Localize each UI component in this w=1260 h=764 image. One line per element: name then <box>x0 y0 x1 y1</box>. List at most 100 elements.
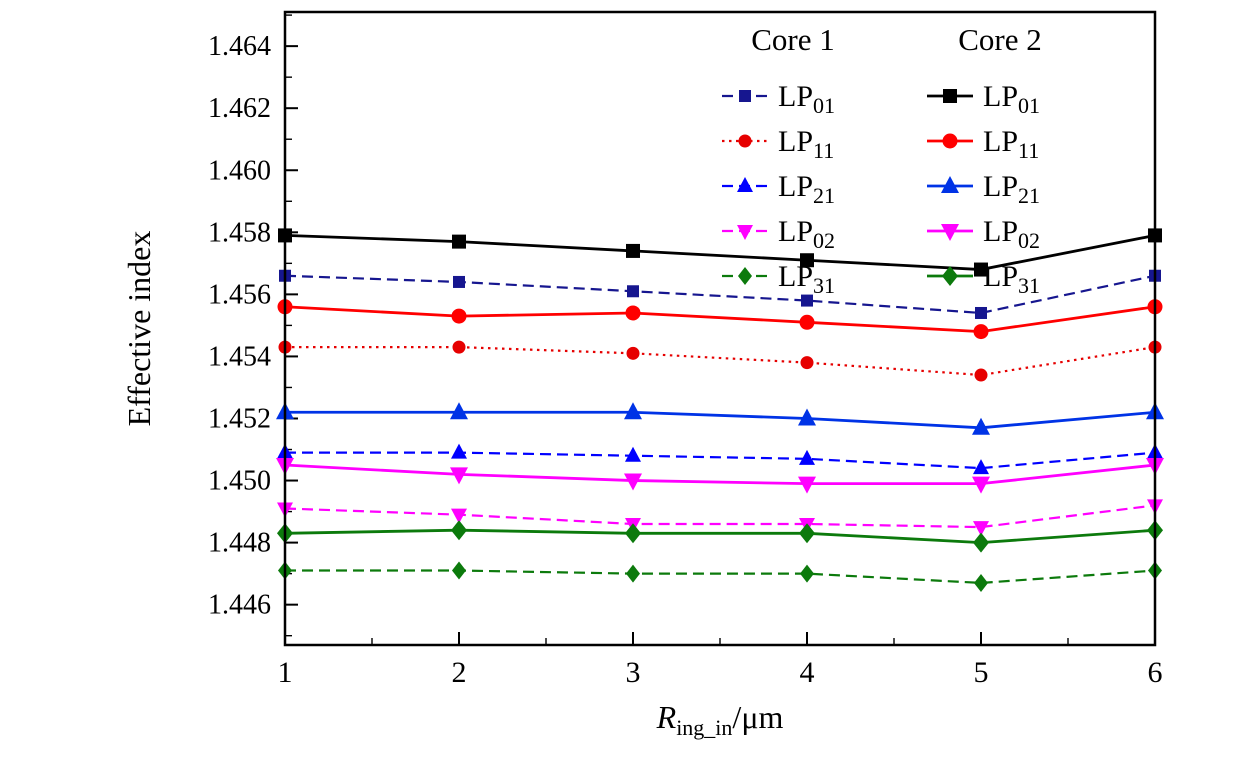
data-point-marker <box>798 408 816 426</box>
data-point-marker <box>625 446 641 462</box>
y-tick-label: 1.450 <box>208 466 271 497</box>
data-point-marker <box>972 476 990 494</box>
series-core2-lp02 <box>276 458 1164 494</box>
x-tick-label: 5 <box>974 656 989 689</box>
data-point-marker <box>942 133 958 149</box>
y-tick-label: 1.446 <box>208 590 271 621</box>
data-point-marker <box>451 308 467 324</box>
y-tick-label: 1.462 <box>208 93 271 124</box>
data-point-marker <box>624 402 642 420</box>
legend-entry: LP21 <box>722 170 835 208</box>
data-point-marker <box>451 508 467 524</box>
data-point-marker <box>941 176 959 193</box>
y-tick-label: 1.458 <box>208 217 271 248</box>
data-point-marker <box>738 267 752 285</box>
x-tick-label: 4 <box>800 656 815 689</box>
data-point-marker <box>975 306 987 319</box>
data-point-marker <box>739 90 751 102</box>
legend-entry: LP31 <box>927 260 1040 298</box>
series-line <box>284 528 1156 545</box>
legend-label: LP01 <box>983 80 1040 118</box>
legend-entry: LP21 <box>927 170 1040 208</box>
series-core2-lp11 <box>277 299 1163 340</box>
data-point-marker <box>737 225 753 240</box>
x-axis-label: Ring_in/μm <box>656 699 784 740</box>
data-point-marker <box>452 340 466 354</box>
data-point-marker <box>943 89 957 103</box>
x-tick-label: 3 <box>626 656 641 689</box>
y-tick-label: 1.460 <box>208 155 271 186</box>
legend-entry: LP11 <box>927 125 1039 163</box>
legend-label: LP02 <box>983 215 1040 253</box>
legend-entry: LP11 <box>722 125 834 163</box>
data-point-marker <box>627 285 639 298</box>
data-point-marker <box>800 564 814 583</box>
legend-label: LP21 <box>778 170 835 208</box>
y-tick-label: 1.464 <box>208 31 271 62</box>
plot-frame <box>283 10 1157 647</box>
series-core1-lp31 <box>278 561 1162 592</box>
data-point-marker <box>450 467 468 485</box>
data-point-marker <box>626 243 640 258</box>
data-point-marker <box>974 573 988 592</box>
data-point-marker <box>799 314 815 330</box>
legend-entry: LP01 <box>722 80 835 118</box>
series-line <box>285 569 1156 585</box>
legend-label: LP21 <box>983 170 1040 208</box>
legend-label: LP31 <box>778 260 835 298</box>
data-point-marker <box>974 368 988 382</box>
series-line <box>284 504 1156 529</box>
legend-label: LP11 <box>983 125 1039 163</box>
y-tick-label: 1.454 <box>208 341 271 372</box>
data-point-marker <box>737 177 753 192</box>
legend-entry: LP31 <box>722 260 835 298</box>
data-point-marker <box>973 324 989 340</box>
series-core1-lp11 <box>278 340 1162 382</box>
data-point-marker <box>973 521 989 537</box>
series-core2-lp01 <box>278 228 1162 277</box>
series-line <box>284 274 1156 315</box>
data-point-marker <box>973 532 989 553</box>
y-tick-label: 1.456 <box>208 279 271 310</box>
tick-labels: 1.446 1.448 1.450 1.452 1.454 1.456 1.458 1.460… <box>208 31 1163 689</box>
data-point-marker <box>798 476 816 494</box>
legend-label: LP11 <box>778 125 834 163</box>
y-tick-label: 1.452 <box>208 403 271 434</box>
series-line <box>285 410 1156 430</box>
x-tick-label: 6 <box>1148 656 1163 689</box>
data-point-marker <box>450 402 468 420</box>
x-tick-label: 1 <box>278 656 293 689</box>
data-point-marker <box>626 564 640 583</box>
data-point-marker <box>451 443 467 459</box>
series-line <box>284 234 1156 271</box>
y-tick-label: 1.448 <box>208 528 271 559</box>
data-point-marker <box>452 234 466 249</box>
legend: Core 1 LP01 LP11 LP21 LP02 LP31 Core 2 LP01 LP11… <box>722 22 1042 298</box>
data-point-marker <box>942 266 958 286</box>
legend-column-header: Core 2 <box>958 22 1042 57</box>
major-ticks <box>284 45 1156 645</box>
series-core2-lp21 <box>276 402 1164 435</box>
data-point-marker <box>974 262 988 277</box>
data-point-marker <box>624 473 642 491</box>
series-group <box>276 228 1164 592</box>
data-point-marker <box>738 134 752 148</box>
x-tick-label: 2 <box>452 656 467 689</box>
data-point-marker <box>801 294 813 307</box>
data-point-marker <box>626 346 640 360</box>
data-point-marker <box>451 520 467 541</box>
data-point-marker <box>800 253 814 268</box>
data-point-marker <box>452 561 466 580</box>
data-point-marker <box>453 275 465 288</box>
y-axis-label: Effective index <box>121 231 157 427</box>
data-point-marker <box>973 459 989 475</box>
data-point-marker <box>799 523 815 544</box>
legend-entry: LP02 <box>927 215 1040 253</box>
legend-entry: LP01 <box>927 80 1040 118</box>
data-point-marker <box>625 523 641 544</box>
legend-label: LP31 <box>983 260 1040 298</box>
data-point-marker <box>799 449 815 465</box>
series-line <box>285 346 1156 377</box>
